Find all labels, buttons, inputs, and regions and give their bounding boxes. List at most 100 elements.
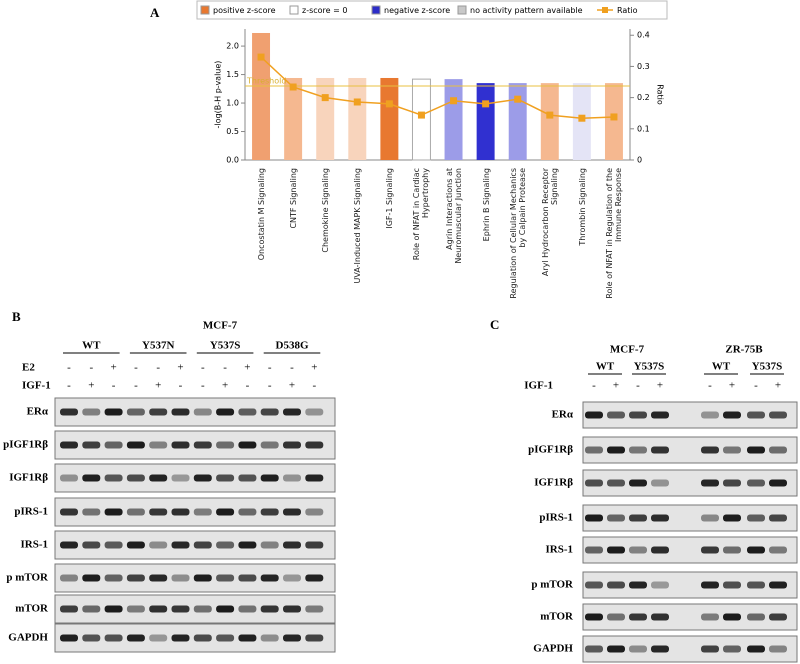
blot-band — [126, 574, 145, 582]
blot-band — [283, 474, 301, 482]
blot-band — [607, 446, 625, 454]
blot-band — [126, 605, 145, 613]
ratio-marker — [417, 111, 425, 119]
blot-band — [104, 541, 123, 549]
blot-band — [651, 411, 669, 419]
blot-band — [216, 605, 235, 613]
blot-band — [171, 408, 190, 416]
blot-band — [747, 479, 765, 487]
protein-label: p mTOR — [6, 572, 49, 584]
blot-band — [104, 408, 123, 416]
cell-line-label: ZR-75B — [725, 344, 763, 356]
blot-band — [60, 605, 78, 613]
protein-label: pIRS-1 — [14, 506, 48, 518]
blot-band — [585, 411, 603, 419]
blot-band — [607, 411, 625, 419]
blot-band — [193, 441, 212, 449]
bar — [348, 77, 367, 160]
y-axis-label: -log(B-H p-value) — [214, 61, 223, 129]
x-tick-label: Aryl Hydrocarbon Receptor Signaling — [540, 168, 559, 277]
blot-band — [747, 581, 765, 589]
ratio-marker — [578, 114, 586, 122]
blot-band — [629, 479, 647, 487]
blot-band — [585, 581, 603, 589]
sign: - — [223, 362, 227, 374]
y-tick-label: 0.5 — [226, 127, 239, 136]
panel-label: C — [490, 317, 499, 332]
blot-band — [305, 605, 324, 613]
blot-band — [193, 634, 212, 642]
bar — [411, 78, 431, 161]
group-label: Y537S — [634, 361, 665, 373]
sign: + — [110, 362, 116, 374]
blot-band — [126, 441, 145, 449]
blot-band — [723, 479, 741, 487]
bar — [540, 83, 559, 160]
x-tick-label: IGF-1 Signaling — [384, 168, 394, 229]
blot-band — [171, 574, 190, 582]
blot-band — [305, 508, 324, 516]
blot-band — [651, 613, 669, 621]
blot-band — [769, 411, 787, 419]
legend-swatch — [371, 5, 381, 15]
blot-band — [149, 574, 168, 582]
sign: + — [244, 362, 250, 374]
sign: - — [268, 362, 272, 374]
protein-label: pIRS-1 — [539, 512, 573, 524]
blot-band — [305, 634, 324, 642]
legend-box — [196, 0, 668, 20]
blot-band — [216, 574, 235, 582]
blot-band — [607, 581, 625, 589]
treatment-label: E2 — [22, 362, 35, 374]
sign: - — [201, 380, 205, 392]
blot-band — [193, 408, 212, 416]
blot-band — [747, 446, 765, 454]
y-tick-label: 0.0 — [226, 156, 239, 165]
protein-label: p mTOR — [531, 579, 574, 591]
blot-band — [769, 546, 787, 554]
x-tick-label: CNTF Signaling — [288, 168, 298, 229]
bar — [284, 77, 303, 160]
x-tick-label: Ephrin B Signaling — [481, 168, 491, 242]
blot-band — [216, 634, 235, 642]
ratio-marker — [450, 97, 458, 105]
blot-band — [651, 514, 669, 522]
blot-band — [769, 479, 787, 487]
threshold-label: Threshold — [246, 76, 286, 85]
blot-band — [149, 605, 168, 613]
sign: - — [708, 380, 712, 392]
blot-band — [283, 574, 301, 582]
blot-band — [171, 541, 190, 549]
sign: - — [179, 380, 183, 392]
protein-label: GAPDH — [8, 632, 48, 644]
blot-band — [651, 446, 669, 454]
blot-band — [305, 541, 324, 549]
legend-swatch — [289, 5, 299, 15]
blot-band — [104, 441, 123, 449]
sign: + — [775, 380, 781, 392]
blot-band — [238, 474, 257, 482]
blot-band — [126, 474, 145, 482]
blot-band — [193, 541, 212, 549]
y2-tick-label: 0.4 — [637, 31, 650, 40]
blot-band — [629, 645, 647, 653]
blot-band — [260, 605, 279, 613]
blot-band — [305, 408, 324, 416]
sign: + — [311, 362, 317, 374]
cell-line-label: MCF-7 — [610, 344, 645, 356]
blot-band — [60, 508, 78, 516]
x-tick-label: UVA-Induced MAPK Signaling — [352, 168, 362, 284]
group-label: Y537S — [210, 340, 241, 352]
blot-band — [126, 508, 145, 516]
blot-band — [171, 508, 190, 516]
panel-label: B — [12, 309, 21, 324]
legend-label: Ratio — [617, 6, 638, 15]
legend-marker — [602, 7, 608, 13]
ratio-marker — [385, 100, 393, 108]
blot-band — [747, 613, 765, 621]
blot-band — [769, 514, 787, 522]
sign: + — [88, 380, 94, 392]
blot-band — [747, 645, 765, 653]
blot-band — [238, 441, 257, 449]
y2-tick-label: 0 — [637, 156, 642, 165]
